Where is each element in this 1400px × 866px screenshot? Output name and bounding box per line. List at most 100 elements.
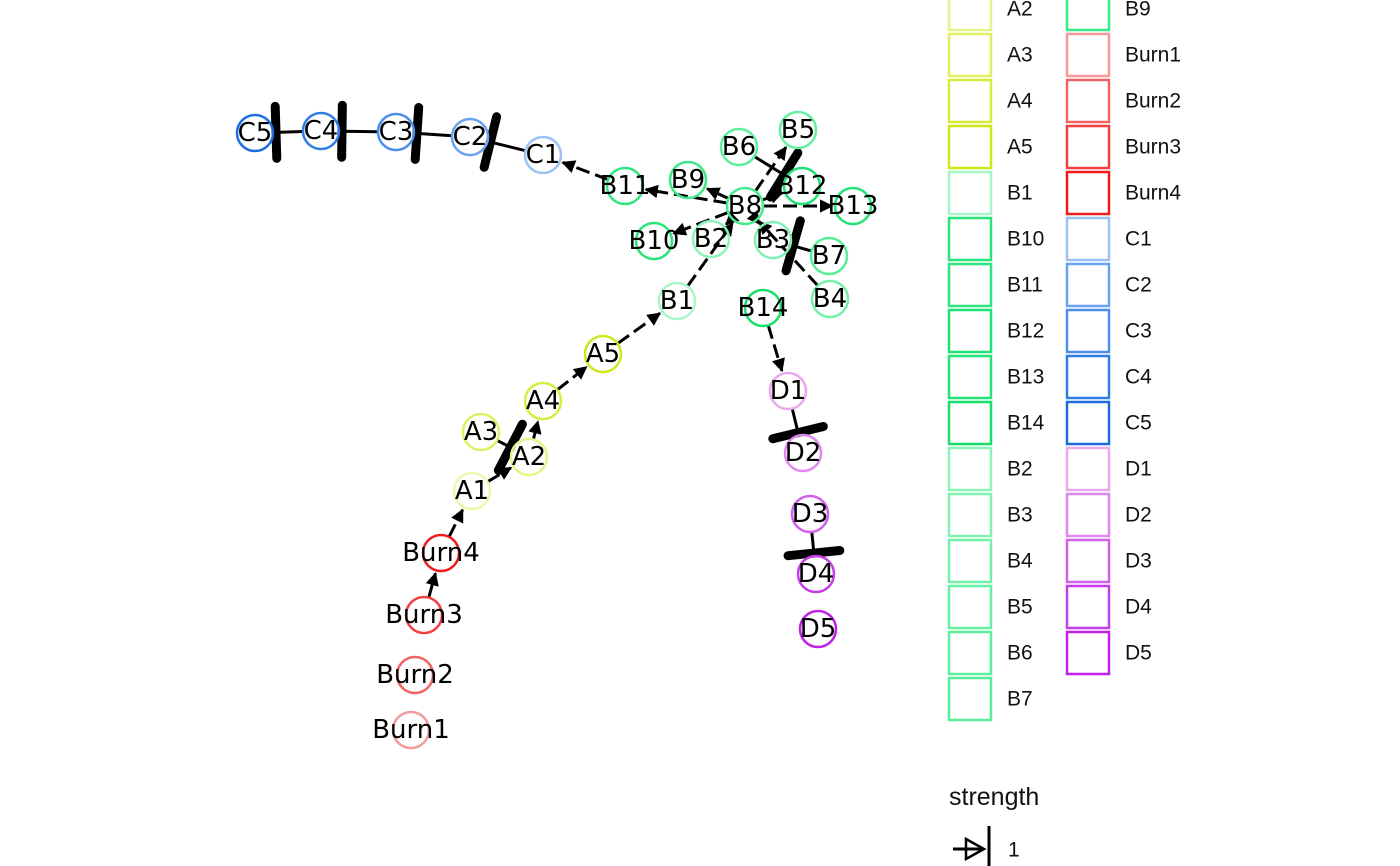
legend-item-A4: A4 (947, 78, 1033, 124)
node-B11: B11 (600, 166, 650, 206)
legend-item-D5: D5 (1065, 630, 1152, 676)
edge-line (753, 155, 785, 177)
node-circle (768, 371, 808, 411)
node-D5: D5 (798, 609, 838, 649)
legend-item-B4: B4 (947, 538, 1033, 584)
edge-B8-B2 (725, 211, 740, 226)
legend-label: B12 (1007, 320, 1044, 343)
strength-legend: strength 1 (949, 783, 1039, 866)
node-circle (404, 595, 444, 635)
node-label: B14 (738, 293, 789, 323)
node-C3: C3 (376, 112, 416, 152)
edge-Burn4-A1 (447, 508, 464, 538)
edge-line (561, 160, 609, 182)
node-Burn4: Burn4 (402, 533, 480, 573)
legend-item-B2: B2 (947, 446, 1033, 492)
legend-label: D4 (1125, 596, 1152, 619)
edge-line (644, 184, 728, 205)
legend-swatch (1065, 170, 1111, 216)
node-circle (798, 609, 838, 649)
node-label: B2 (694, 224, 728, 254)
legend-item-Burn4: Burn4 (1065, 170, 1181, 216)
legend-label: B13 (1007, 366, 1044, 389)
node-B7: B7 (809, 236, 849, 276)
edge-C2-C3 (410, 102, 453, 164)
node-label: B4 (813, 284, 847, 314)
node-circle (509, 437, 549, 477)
edge-line (490, 140, 526, 153)
node-label: A2 (512, 442, 546, 472)
legend-label: B1 (1007, 182, 1033, 205)
legend-label: B6 (1007, 642, 1033, 665)
legend-item-D1: D1 (1065, 446, 1152, 492)
node-A4: A4 (523, 381, 563, 421)
node-circle (719, 127, 759, 167)
legend-swatch (1065, 262, 1111, 308)
legend-label: B3 (1007, 504, 1033, 527)
legend-item-B9: B9 (1065, 0, 1151, 32)
node-circle (376, 112, 416, 152)
node-circle (833, 186, 873, 226)
legend-label: C1 (1125, 228, 1152, 251)
edge-line (447, 508, 464, 538)
node-label: C4 (304, 116, 339, 146)
legend-label: B7 (1007, 688, 1033, 711)
node-circle (657, 281, 697, 321)
edge-D1-D2 (768, 408, 828, 444)
node-label: D2 (785, 438, 822, 468)
legend-label: Burn1 (1125, 44, 1181, 67)
node-circle (691, 219, 731, 259)
edge-B11-C1 (561, 160, 609, 182)
edge-bar-head (781, 216, 805, 276)
node-label: B6 (722, 132, 756, 162)
node-C5: C5 (235, 113, 275, 153)
legend-label: Burn3 (1125, 136, 1181, 159)
legend-swatch (947, 676, 993, 722)
legend-swatch (1065, 354, 1111, 400)
edge-bar-head (410, 102, 424, 164)
legend-swatch (947, 78, 993, 124)
legend-swatch (1065, 400, 1111, 446)
strength-legend-title: strength (949, 783, 1039, 811)
legend-item-A2: A2 (947, 0, 1033, 32)
legend-label: Burn4 (1125, 182, 1181, 205)
legend-label: A4 (1007, 90, 1033, 113)
node-B10: B10 (629, 221, 680, 261)
node-B9: B9 (668, 160, 708, 200)
edge-line (556, 365, 588, 392)
node-label: B7 (812, 241, 846, 271)
node-A5: A5 (583, 334, 623, 374)
legend-swatch (947, 262, 993, 308)
node-circle (450, 117, 490, 157)
legend-swatch (1065, 308, 1111, 354)
node-B5: B5 (778, 110, 818, 150)
node-label: B10 (629, 226, 680, 256)
edge-line (616, 312, 662, 345)
legend-label: C3 (1125, 320, 1152, 343)
legend-label: B10 (1007, 228, 1044, 251)
legend-label: Burn2 (1125, 90, 1181, 113)
node-A1: A1 (452, 471, 492, 511)
node-Burn1: Burn1 (372, 710, 450, 750)
legend-swatch (947, 32, 993, 78)
strength-key-arrowhead (964, 836, 987, 862)
edge-bar-head (337, 100, 347, 162)
legend-label: C2 (1125, 274, 1152, 297)
node-circle (395, 655, 435, 695)
node-circle (452, 471, 492, 511)
legend: A2 A3 A4 A5 B1 B10 B11 B12 B13 B14 B2 B3 B4 B5 B6 B7 B9 B… (947, 0, 1181, 866)
node-circle (810, 279, 850, 319)
node-label: C3 (379, 117, 414, 147)
edge-line (686, 221, 734, 288)
node-B8: B8 (725, 186, 765, 226)
node-circle (523, 135, 563, 175)
legend-label: D2 (1125, 504, 1152, 527)
legend-swatch (947, 538, 993, 584)
legend-item-D4: D4 (1065, 584, 1152, 630)
node-A3: A3 (461, 412, 501, 452)
node-B2: B2 (691, 219, 731, 259)
legend-swatch (947, 354, 993, 400)
node-circle (790, 494, 830, 534)
legend-swatch (1065, 584, 1111, 630)
